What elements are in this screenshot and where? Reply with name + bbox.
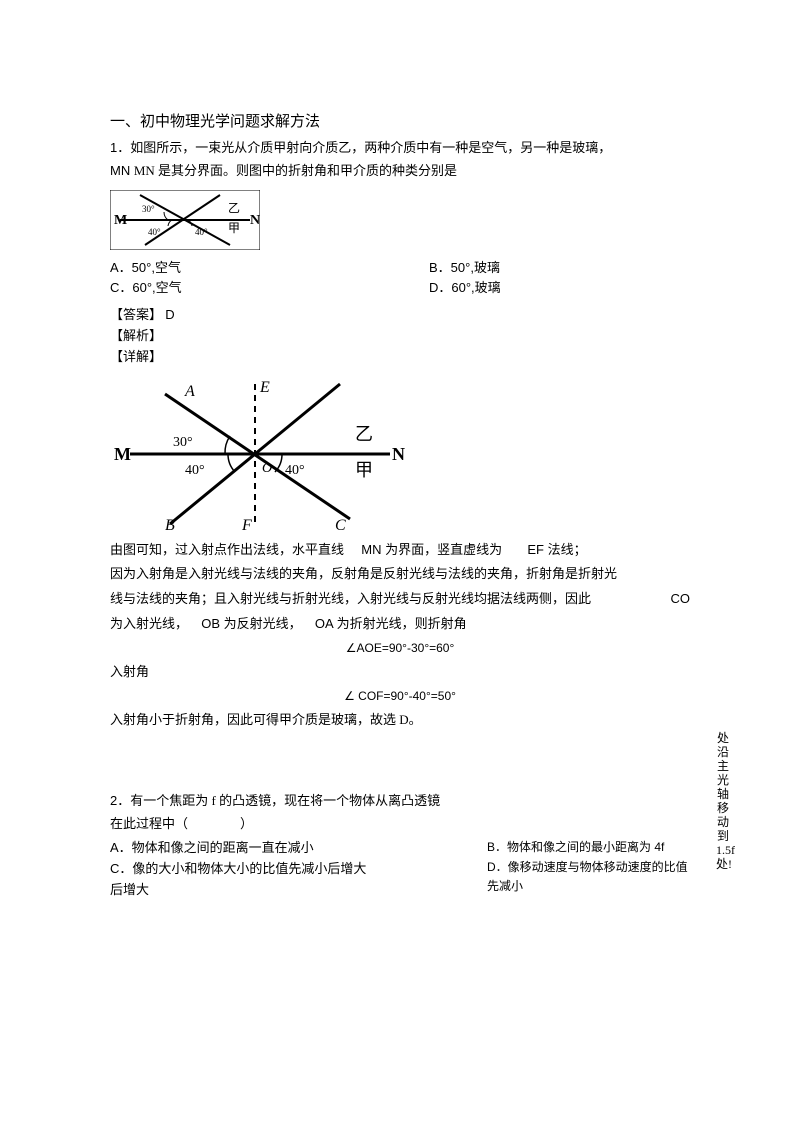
q2-stem-line1: 2．有一个焦距为 f 的凸透镜，现在将一个物体从离凸透镜 — [110, 791, 690, 812]
conclusion: 入射角小于折射角，因此可得甲介质是玻璃，故选 D。 — [110, 710, 690, 731]
q2-stem-line2: 在此过程中（ ） — [110, 814, 690, 835]
mid-text: 入射角 — [110, 662, 690, 683]
choice-d: D．60°,玻璃 — [429, 278, 690, 299]
explain-p2: 因为入射角是入射光线与法线的夹角，反射角是反射光线与法线的夹角，折射角是折射光 — [110, 564, 690, 585]
q2-right-col: B．物体和像之间的最小距离为 4f D．像移动速度与物体移动速度的比值先减小 — [487, 838, 690, 900]
label-a: A — [184, 383, 195, 400]
diagram-small-svg: M N 30° 40° 40° 乙 甲 — [110, 190, 260, 250]
choice-2a: A．物体和像之间的距离一直在减小 — [110, 838, 487, 859]
label-zi: 乙 — [228, 201, 240, 215]
answer-line: 【答案】 D — [110, 305, 690, 326]
label-n-large: N — [392, 444, 405, 464]
angle-40b-large: 40° — [285, 463, 305, 478]
choice-2c-cont: 后增大 — [110, 880, 487, 901]
q2-main: 2．有一个焦距为 f 的凸透镜，现在将一个物体从离凸透镜 在此过程中（ ） A．… — [110, 791, 690, 901]
q2-choices: A．物体和像之间的距离一直在减小 C．像的大小和物体大小的比值先减小后增大 后增… — [110, 838, 690, 900]
explain-p3: 线与法线的夹角；且入射光线与折射光线，入射光线与反射光线均据法线两侧，因此 CO — [110, 589, 690, 610]
label-m-large: M — [114, 444, 131, 464]
label-f: F — [241, 517, 252, 534]
choice-2b: B．物体和像之间的最小距离为 4f — [487, 838, 690, 857]
angle-40b: 40° — [195, 227, 208, 237]
choice-a: A．50°,空气 — [110, 258, 429, 279]
q1-stem1-text: 如图所示，一束光从介质甲射向介质乙，两种介质中有一种是空气，另一种是玻璃， — [130, 140, 611, 155]
q1-stem2-text: MN 是其分界面。则图中的折射角和甲介质的种类分别是 — [134, 163, 457, 178]
explain-p4a: 为入射光线， — [110, 616, 188, 631]
q1-diagram-small: M N 30° 40° 40° 乙 甲 — [110, 190, 260, 250]
q2-number: 2． — [110, 793, 130, 808]
angle-40a: 40° — [148, 227, 161, 237]
label-jia: 甲 — [228, 221, 240, 235]
explain-p4c: OA 为折射光线，则折射角 — [315, 616, 467, 631]
q1-diagram-large: M N E F O A C B 30° 40° 40° — [110, 374, 410, 534]
choice-c: C．60°,空气 — [110, 278, 429, 299]
label-zi-large: 乙 — [355, 424, 373, 444]
q1-stem-line1: 1．如图所示，一束光从介质甲射向介质乙，两种介质中有一种是空气，另一种是玻璃， — [110, 138, 690, 159]
formula-1: ∠AOE=90°-30°=60° — [110, 639, 690, 658]
explain-p1: 由图可知，过入射点作出法线，水平直线 MN 为界面，竖直虚线为 EF 法线； — [110, 540, 690, 561]
answer-value: D — [165, 307, 174, 322]
choice-b: B．50°,玻璃 — [429, 258, 690, 279]
q1-choices: A．50°,空气 B．50°,玻璃 C．60°,空气 D．60°,玻璃 — [110, 258, 690, 300]
formula-2: ∠ COF=90°-40°=50° — [110, 687, 690, 706]
q1-stem-line2: MN MN 是其分界面。则图中的折射角和甲介质的种类分别是 — [110, 161, 690, 182]
q2-left-col: A．物体和像之间的距离一直在减小 C．像的大小和物体大小的比值先减小后增大 后增… — [110, 838, 487, 900]
choice-2c: C．像的大小和物体大小的比值先减小后增大 — [110, 859, 487, 880]
question-2: 处沿主光轴移动到1.5f处! 2．有一个焦距为 f 的凸透镜，现在将一个物体从离… — [110, 791, 690, 1031]
conclusion-text: 入射角小于折射角，因此可得甲介质是玻璃，故选 D。 — [110, 712, 422, 727]
label-jia-large: 甲 — [355, 460, 373, 480]
section-title: 一、初中物理光学问题求解方法 — [110, 110, 690, 134]
q2-stem1-text: 有一个焦距为 f 的凸透镜，现在将一个物体从离凸透镜 — [130, 793, 440, 808]
choice-2d: D．像移动速度与物体移动速度的比值先减小 — [487, 858, 690, 896]
q2-aside: 处沿主光轴移动到1.5f处! — [716, 731, 730, 871]
explain-p1b: MN 为界面，竖直虚线为 — [361, 542, 502, 557]
angle-30-large: 30° — [173, 435, 193, 450]
explain-p4: 为入射光线， OB 为反射光线， OA 为折射光线，则折射角 — [110, 614, 690, 635]
diagram-large-svg: M N E F O A C B 30° 40° 40° — [110, 374, 410, 534]
label-n: N — [250, 213, 260, 228]
label-c: C — [335, 517, 346, 534]
xiangjie-label: 【详解】 — [110, 347, 690, 368]
explain-p1a: 由图可知，过入射点作出法线，水平直线 — [110, 542, 344, 557]
explain-p1c: EF 法线； — [527, 542, 586, 557]
label-b: B — [165, 517, 175, 534]
question-1: 1．如图所示，一束光从介质甲射向介质乙，两种介质中有一种是空气，另一种是玻璃， … — [110, 138, 690, 731]
explain-p3b: CO — [671, 589, 691, 610]
page-container: 一、初中物理光学问题求解方法 1．如图所示，一束光从介质甲射向介质乙，两种介质中… — [0, 0, 800, 1071]
answer-label: 【答案】 — [110, 307, 162, 322]
q1-answer-block: 【答案】 D 【解析】 【详解】 — [110, 305, 690, 367]
jiexi-label: 【解析】 — [110, 326, 690, 347]
label-m: M — [114, 213, 127, 228]
angle-40a-large: 40° — [185, 463, 205, 478]
explain-p4b: OB 为反射光线， — [201, 616, 301, 631]
q1-mn: MN — [110, 163, 134, 178]
label-e: E — [259, 379, 270, 396]
angle-30: 30° — [142, 204, 155, 214]
explain-p3a: 线与法线的夹角；且入射光线与折射光线，入射光线与反射光线均据法线两侧，因此 — [110, 589, 591, 610]
q1-number: 1． — [110, 140, 130, 155]
